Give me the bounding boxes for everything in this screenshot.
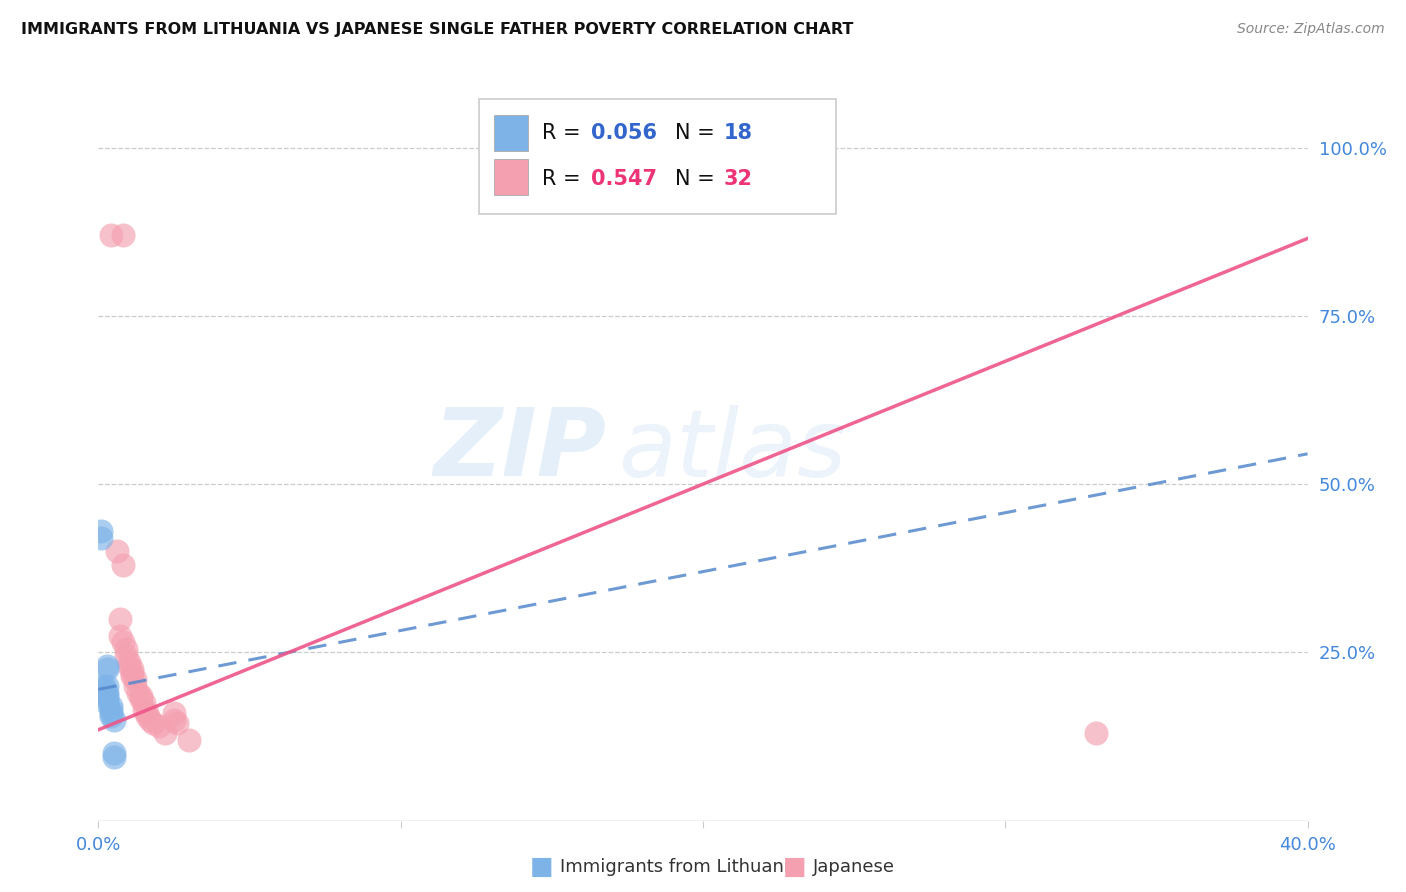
FancyBboxPatch shape <box>494 160 527 195</box>
Point <box>93 679 115 693</box>
Point <box>100 703 122 717</box>
Point <box>96 679 118 693</box>
Point <box>96 696 118 710</box>
Point <box>127 686 149 700</box>
Point <box>100 699 122 714</box>
Text: 32: 32 <box>724 169 752 189</box>
Point <box>179 732 201 747</box>
Point <box>121 665 143 680</box>
FancyBboxPatch shape <box>479 99 837 213</box>
Point <box>103 713 125 727</box>
Point <box>129 689 152 703</box>
Point <box>124 679 146 693</box>
Point <box>118 658 141 673</box>
Text: N =: N = <box>675 123 721 143</box>
Text: Immigrants from Lithuania: Immigrants from Lithuania <box>560 858 800 876</box>
Point <box>90 531 112 545</box>
Point <box>100 706 122 720</box>
Point <box>111 635 134 649</box>
Point <box>90 524 112 539</box>
Point <box>139 713 162 727</box>
Point <box>166 716 188 731</box>
Text: atlas: atlas <box>619 405 846 496</box>
Text: R =: R = <box>543 169 588 189</box>
Text: ■: ■ <box>530 855 553 879</box>
Point <box>96 658 118 673</box>
Text: N =: N = <box>675 169 721 189</box>
Point <box>1085 726 1108 740</box>
Point <box>100 709 122 723</box>
Text: 0.056: 0.056 <box>591 123 657 143</box>
Point <box>103 747 125 761</box>
Point <box>100 228 122 243</box>
Point <box>114 648 136 663</box>
Point <box>96 686 118 700</box>
Point <box>118 656 141 670</box>
Point <box>111 558 134 572</box>
Point <box>129 692 152 706</box>
Point <box>148 719 170 733</box>
Text: 18: 18 <box>724 123 752 143</box>
Text: ■: ■ <box>783 855 806 879</box>
Point <box>108 628 131 642</box>
Point <box>93 682 115 697</box>
Point <box>121 669 143 683</box>
Text: 0.547: 0.547 <box>591 169 657 189</box>
Point <box>108 612 131 626</box>
Point <box>96 692 118 706</box>
Point <box>103 749 125 764</box>
Point <box>132 696 155 710</box>
FancyBboxPatch shape <box>494 115 527 151</box>
Text: ZIP: ZIP <box>433 404 606 497</box>
Point <box>153 726 176 740</box>
Point <box>105 544 128 558</box>
Text: IMMIGRANTS FROM LITHUANIA VS JAPANESE SINGLE FATHER POVERTY CORRELATION CHART: IMMIGRANTS FROM LITHUANIA VS JAPANESE SI… <box>21 22 853 37</box>
Text: R =: R = <box>543 123 588 143</box>
Point <box>135 709 157 723</box>
Point <box>163 713 186 727</box>
Point <box>142 716 165 731</box>
Point <box>132 703 155 717</box>
Point <box>124 673 146 687</box>
Point <box>121 662 143 676</box>
Point <box>135 706 157 720</box>
Text: Source: ZipAtlas.com: Source: ZipAtlas.com <box>1237 22 1385 37</box>
Point <box>163 706 186 720</box>
Point <box>96 689 118 703</box>
Text: Japanese: Japanese <box>813 858 894 876</box>
Point <box>114 642 136 657</box>
Point <box>96 662 118 676</box>
Point <box>111 228 134 243</box>
